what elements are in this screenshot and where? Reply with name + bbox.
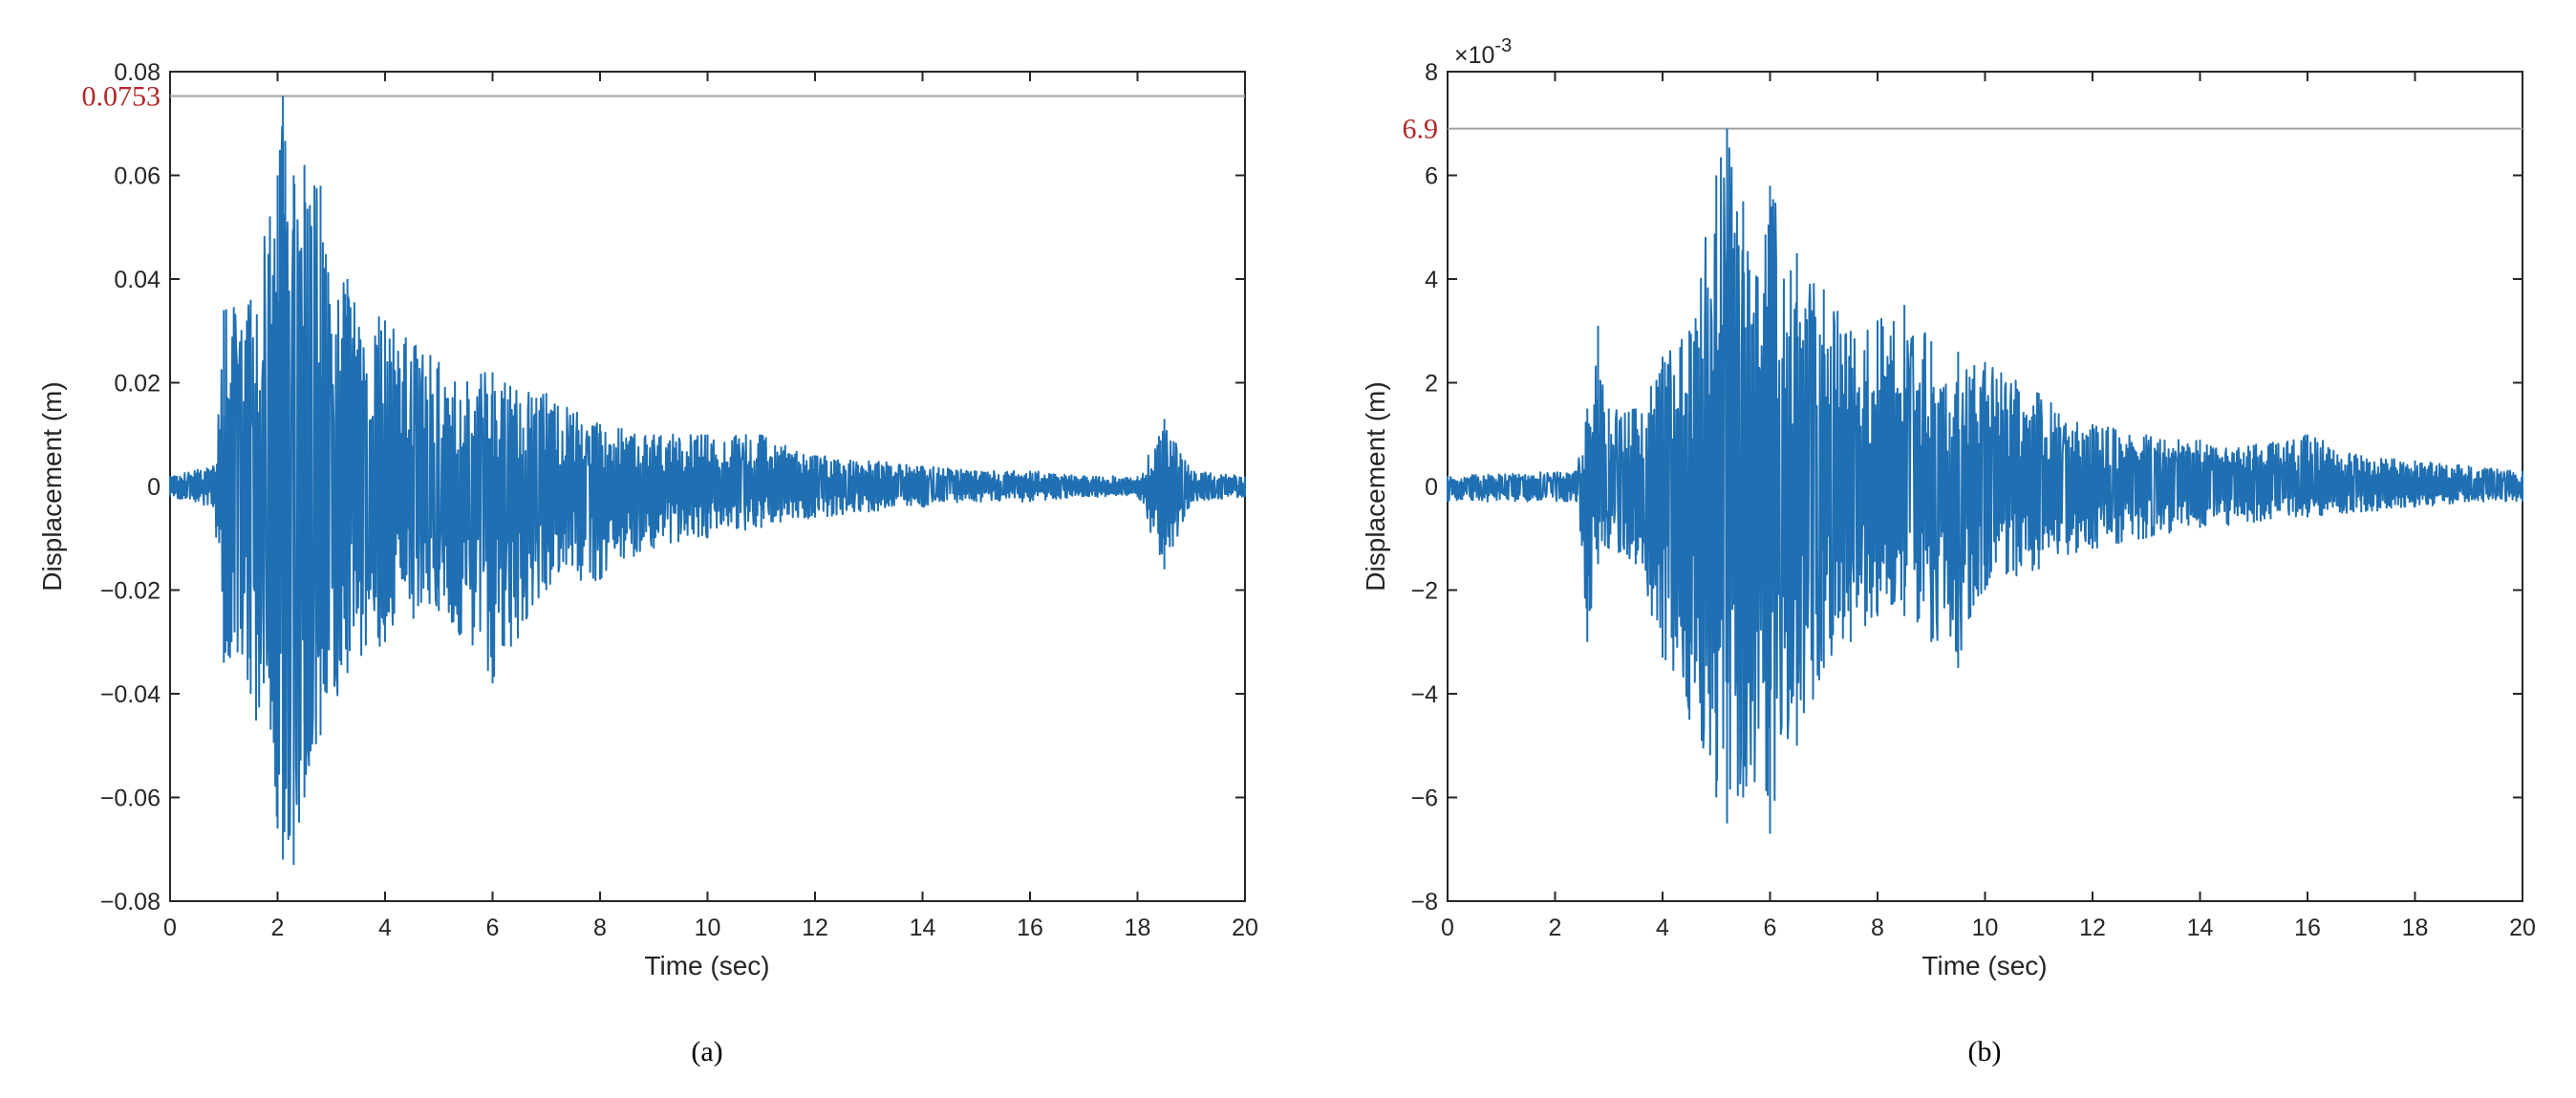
x-tick-labels-b: 0 2 4 6 8 10 12 14 16 18 20 [1441,72,2536,941]
x-tick-label-a: 8 [593,915,607,941]
y-tick-label-b: 8 [1425,59,1438,86]
x-tick-label-a: 0 [163,915,177,941]
y-tick-label-a: 0.08 [114,59,161,86]
x-axis-label-a: Time (sec) [644,951,769,980]
y-tick-label-a: 0 [147,474,161,501]
x-tick-label-b: 10 [1972,915,1999,941]
x-tick-label-a: 2 [271,915,285,941]
reference-line-b: 6.9 [1403,114,2522,145]
y-tick-label-b: −6 [1410,786,1438,812]
x-tick-label-b: 20 [2509,915,2536,941]
y-axis-label-a: Displacement (m) [37,381,67,591]
x-tick-label-b: 0 [1441,915,1454,941]
x-tick-label-a: 16 [1017,915,1043,941]
panel-caption-b: (b) [1968,1036,2002,1067]
x-tick-labels-a: 0 2 4 6 8 10 12 14 16 18 20 [163,72,1258,941]
y-tick-label-b: 2 [1425,371,1438,398]
y-tick-label-a: −0.06 [100,786,161,812]
x-axis-label-b: Time (sec) [1921,951,2047,980]
y-tick-label-b: −4 [1410,681,1438,708]
data-series-a [169,96,1246,866]
x-tick-label-a: 6 [486,915,500,941]
y-tick-label-a: 0.06 [114,163,161,190]
x-tick-label-b: 14 [2187,915,2214,941]
chart-panel-a: 0 2 4 6 8 10 12 14 16 18 20 0.08 0.06 0.04 0.02 0 −0.02… [37,59,1258,1067]
y-tick-label-a: −0.08 [100,889,161,915]
data-series-b [1447,128,2523,834]
y-tick-label-b: 6 [1425,163,1438,190]
x-tick-label-a: 18 [1125,915,1151,941]
y-tick-label-a: 0.02 [114,371,161,398]
x-tick-label-a: 12 [802,915,828,941]
y-tick-labels-a: 0.08 0.06 0.04 0.02 0 −0.02 −0.04 −0.06 −0.08 [100,59,1245,915]
x-tick-label-b: 4 [1656,915,1669,941]
y-tick-label-a: −0.04 [100,681,161,708]
y-tick-label-b: 4 [1425,267,1438,293]
y-tick-label-b: −8 [1410,889,1438,915]
y-tick-label-a: 0.04 [114,267,161,293]
y-axis-multiplier-b: ×10-3 [1454,35,1512,69]
y-axis-label-b: Displacement (m) [1361,381,1390,591]
reference-line-a: 0.0753 [82,80,1245,112]
x-tick-label-a: 14 [910,915,936,941]
x-tick-label-a: 4 [378,915,392,941]
x-tick-label-a: 20 [1232,915,1258,941]
x-tick-label-b: 8 [1871,915,1884,941]
x-tick-label-a: 10 [695,915,721,941]
panel-caption-a: (a) [691,1036,722,1067]
x-tick-label-b: 2 [1549,915,1562,941]
y-tick-label-b: 0 [1425,474,1438,501]
x-tick-label-b: 6 [1764,915,1777,941]
x-tick-label-b: 12 [2079,915,2106,941]
y-tick-label-b: −2 [1410,578,1438,605]
x-tick-label-b: 18 [2402,915,2429,941]
peak-value-label-a: 0.0753 [82,80,161,112]
y-tick-label-a: −0.02 [100,578,161,605]
x-tick-label-b: 16 [2294,915,2321,941]
peak-value-label-b: 6.9 [1403,114,1439,145]
